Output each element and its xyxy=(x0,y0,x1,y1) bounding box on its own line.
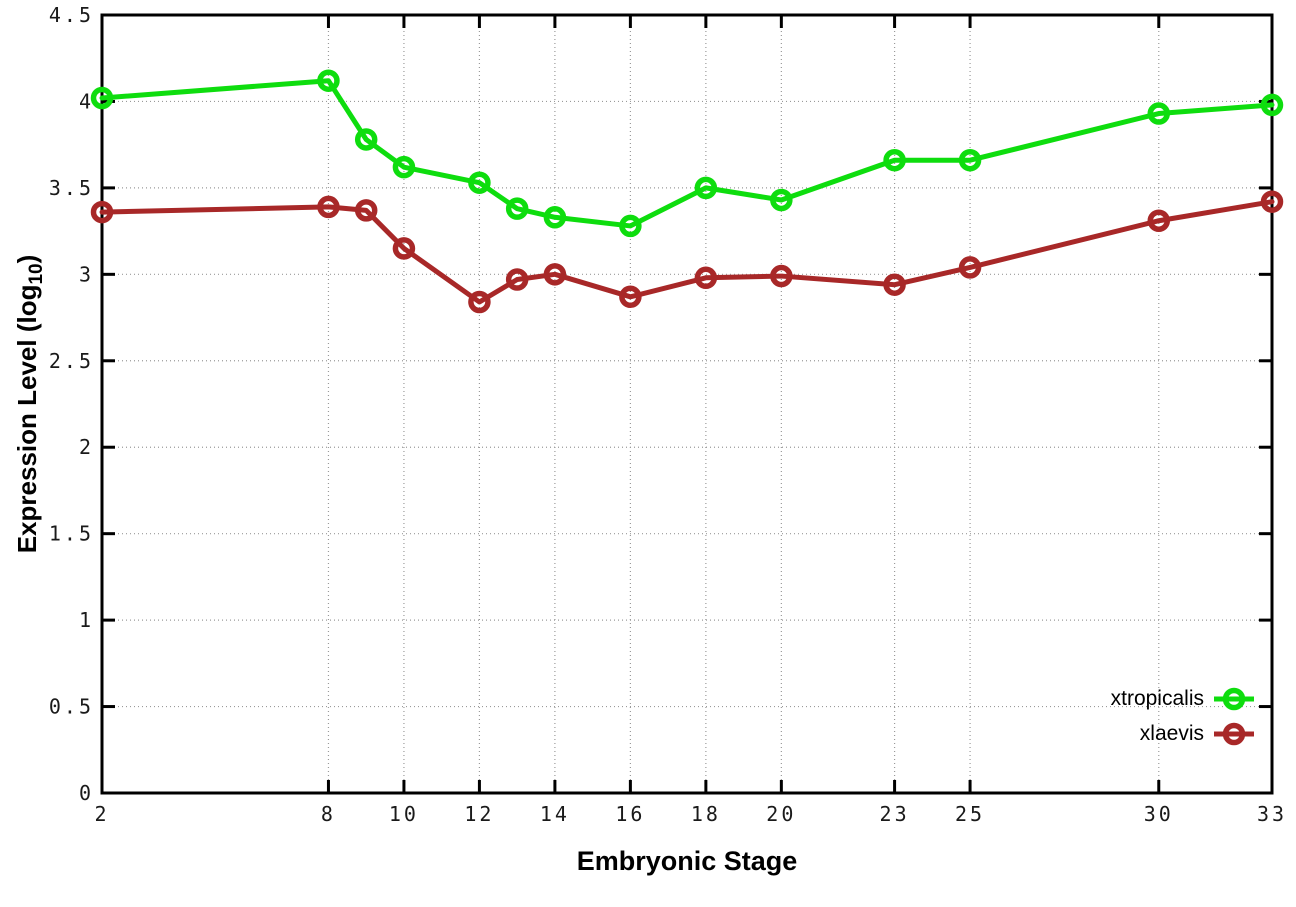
x-tick-label: 23 xyxy=(880,802,910,826)
data-point xyxy=(90,86,114,110)
legend-item-xtropicalis: xtropicalis xyxy=(1111,685,1254,713)
y-tick-label: 1.5 xyxy=(49,522,94,546)
data-point xyxy=(543,263,567,286)
data-point xyxy=(958,148,982,172)
legend-item-xlaevis: xlaevis xyxy=(1140,720,1254,748)
y-axis-title-main: Expression Level (log xyxy=(11,284,42,554)
series-line xyxy=(99,199,1275,305)
legend-marker-circle xyxy=(1222,722,1246,746)
x-tick-labels: 2 8 10 12 14 16 18 20 23 25 30 33 xyxy=(94,802,1287,826)
x-tick-label: 10 xyxy=(389,802,419,826)
x-tick-label: 33 xyxy=(1257,802,1287,826)
data-point xyxy=(1260,93,1284,117)
data-point xyxy=(392,237,416,260)
x-tick-label: 30 xyxy=(1144,802,1174,826)
data-point xyxy=(619,214,642,238)
series-xtropicalis xyxy=(90,69,1284,238)
data-point xyxy=(694,176,718,200)
gridlines xyxy=(102,14,1273,793)
data-point xyxy=(694,266,718,290)
plot-frame xyxy=(100,13,1274,795)
y-tick-label: 0.5 xyxy=(49,695,94,719)
data-point xyxy=(505,197,529,220)
data-point xyxy=(354,128,378,151)
y-axis-title: Expression Level (log10) xyxy=(12,255,48,554)
series-xlaevis xyxy=(90,190,1284,314)
x-tick-label: 18 xyxy=(691,802,721,826)
data-point xyxy=(468,290,491,314)
series-line xyxy=(99,78,1275,229)
data-point xyxy=(1147,209,1171,232)
y-tick-label: 0 xyxy=(79,781,94,805)
x-tick-label: 20 xyxy=(766,802,796,826)
x-tick-label: 8 xyxy=(321,802,336,826)
y-tick-label: 1 xyxy=(79,608,94,632)
data-point xyxy=(770,188,793,212)
data-point xyxy=(392,155,416,179)
legend: xtropicalis xlaevis xyxy=(1111,685,1254,748)
x-tick-label: 14 xyxy=(540,802,570,826)
y-tick-label: 3 xyxy=(79,262,94,286)
x-tick-label: 12 xyxy=(464,802,494,826)
x-tick-label: 2 xyxy=(94,802,109,826)
x-axis-title: Embryonic Stage xyxy=(576,846,798,876)
data-point xyxy=(883,148,906,172)
x-tick-label: 16 xyxy=(615,802,645,826)
data-point xyxy=(883,273,906,296)
legend-label: xtropicalis xyxy=(1110,687,1204,710)
data-point xyxy=(1147,102,1171,125)
y-tick-labels: 0 0.5 1 1.5 2 2.5 3 3.5 4 4.5 xyxy=(49,3,94,805)
data-point xyxy=(90,200,114,224)
x-tick-label: 25 xyxy=(955,802,985,826)
data-point xyxy=(317,195,340,219)
data-point xyxy=(770,264,793,288)
y-axis-title-subscript: 10 xyxy=(26,263,48,285)
y-tick-label: 3.5 xyxy=(49,176,94,200)
axis-ticks xyxy=(100,13,1274,795)
data-point xyxy=(958,256,982,279)
legend-marker-circle xyxy=(1222,687,1246,711)
y-tick-label: 4 xyxy=(79,89,94,113)
data-point xyxy=(619,285,642,309)
legend-label: xlaevis xyxy=(1139,722,1204,745)
data-point xyxy=(543,206,567,229)
y-axis-title-end: ) xyxy=(11,254,42,264)
data-point xyxy=(354,199,378,222)
y-tick-label: 4.5 xyxy=(49,3,94,27)
legend-marker-icon xyxy=(1214,722,1254,746)
data-point xyxy=(468,171,491,194)
y-tick-label: 2 xyxy=(79,435,94,459)
data-point xyxy=(505,268,529,291)
data-point xyxy=(317,69,340,92)
data-point xyxy=(1260,190,1284,213)
legend-marker-icon xyxy=(1214,687,1254,711)
y-tick-label: 2.5 xyxy=(49,349,94,373)
